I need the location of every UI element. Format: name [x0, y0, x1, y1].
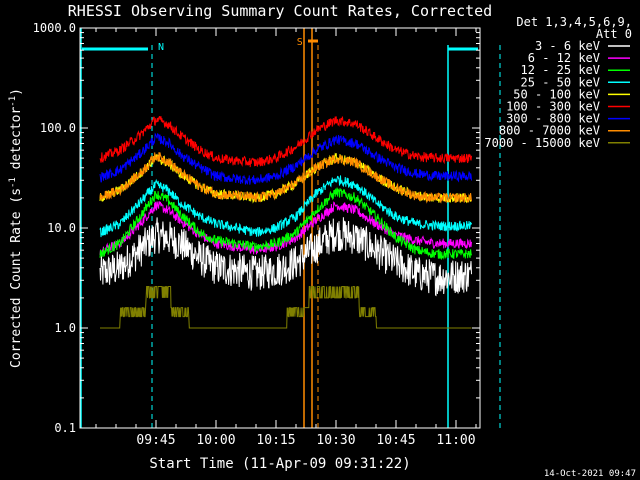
x-tick-label: 11:00 — [436, 433, 475, 448]
series-line — [99, 187, 472, 261]
legend-header-detectors: Det 1,3,4,5,6,9, — [516, 15, 632, 29]
legend-label: 7000 - 15000 keV — [484, 136, 600, 150]
annotation-label-s: S — [297, 37, 303, 48]
legend-label: 300 - 800 keV — [506, 112, 600, 126]
series-line — [99, 116, 472, 168]
legend-label: 50 - 100 keV — [513, 87, 600, 101]
y-axis-ticks: 0.1 1.0 10.0 100.0 1000.0 — [33, 21, 480, 435]
y-tick-label: 1000.0 — [33, 21, 76, 35]
x-axis-label: Start Time (11-Apr-09 09:31:22) — [149, 456, 410, 472]
chart-title: RHESSI Observing Summary Count Rates, Co… — [68, 2, 492, 20]
series-line — [99, 175, 472, 238]
x-tick-label: 10:45 — [376, 433, 415, 448]
x-axis-ticks: 09:45 10:00 10:15 10:30 10:45 11:00 — [95, 28, 477, 448]
annotation-label-n: N — [158, 42, 164, 53]
y-axis-label-mid: detector — [9, 107, 24, 178]
series-line — [100, 286, 472, 329]
y-axis-label-sup2: -1 — [8, 96, 18, 107]
legend-label: 800 - 7000 keV — [499, 124, 600, 138]
y-tick-label: 1.0 — [54, 321, 76, 335]
legend-label: 3 - 6 keV — [535, 39, 600, 53]
y-tick-label: 0.1 — [54, 421, 76, 435]
x-tick-label: 09:45 — [136, 433, 175, 448]
footer-timestamp: 14-Oct-2021 09:47 — [544, 469, 636, 479]
x-tick-label: 10:30 — [316, 433, 355, 448]
legend-label: 100 - 300 keV — [506, 100, 600, 114]
y-tick-label: 10.0 — [47, 221, 76, 235]
series-line — [99, 132, 472, 185]
legend-label: 6 - 12 keV — [528, 51, 600, 65]
legend-label: 12 - 25 keV — [521, 63, 600, 77]
legend-header-attenuator: Att 0 — [596, 27, 632, 41]
y-tick-label: 100.0 — [40, 121, 76, 135]
x-tick-label: 10:15 — [256, 433, 295, 448]
y-axis-label-end: ) — [9, 88, 24, 96]
y-axis-label-main: Corrected Count Rate (s — [9, 188, 24, 368]
series-line — [99, 152, 472, 204]
series-line — [99, 217, 472, 297]
x-tick-label: 10:00 — [196, 433, 235, 448]
legend-label: 25 - 50 keV — [521, 75, 600, 89]
y-axis-label-sup1: -1 — [8, 177, 18, 188]
y-axis-label: Corrected Count Rate (s-1 detector-1) — [8, 88, 24, 368]
